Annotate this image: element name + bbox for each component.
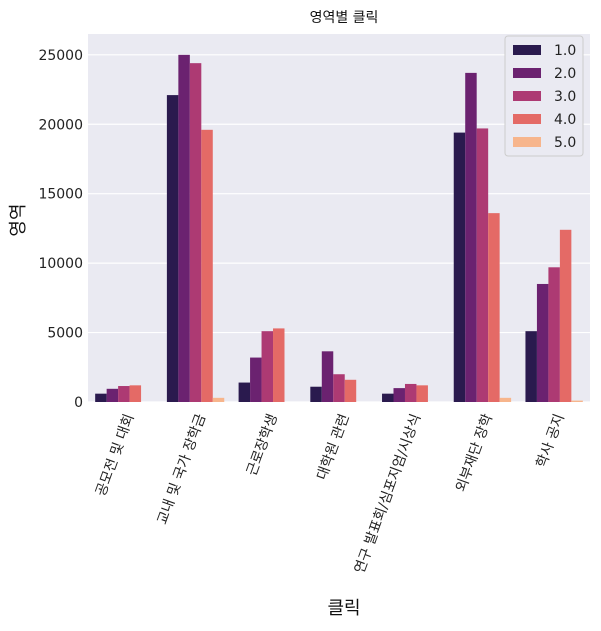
x-tick-label-3: 근로장학생 — [244, 412, 281, 478]
bar-4-2 — [201, 129, 213, 403]
bar-1-2 — [166, 95, 179, 403]
x-tick-label-4: 대학원 관련 — [314, 412, 353, 482]
bars — [95, 54, 583, 403]
bar-2-7 — [536, 283, 549, 402]
y-tick-label-2: 10000 — [38, 256, 83, 272]
legend-label-4: 4.0 — [554, 112, 576, 128]
legend-swatch-4 — [513, 114, 541, 124]
bar-1-4 — [310, 386, 322, 402]
bar-1-3 — [238, 382, 251, 402]
bar-5-2 — [212, 397, 225, 402]
x-tick-labels: 공모전 및 대회 교내 및 국가 장학금 근로장학생 대학원 관련 연구 발표회/심포지… — [93, 412, 568, 576]
bar-2-1 — [106, 388, 119, 402]
y-tick-label-1: 5000 — [47, 326, 83, 342]
y-tick-label-5: 25000 — [38, 48, 83, 64]
legend-label-1: 1.0 — [554, 43, 576, 59]
y-tick-label-0: 0 — [74, 395, 83, 411]
x-tick-label-5: 연구 발표회/심포지엄/시상식 — [352, 412, 425, 576]
y-tick-labels: 0 5000 10000 15000 20000 25000 — [38, 48, 83, 411]
bar-2-3 — [250, 357, 262, 402]
bar-1-7 — [525, 331, 537, 402]
y-tick-label-4: 20000 — [38, 117, 83, 133]
legend-swatch-5 — [513, 137, 541, 147]
y-axis-title: 영역 — [8, 203, 29, 236]
bar-1-5 — [382, 393, 394, 402]
bar-1-6 — [453, 132, 466, 402]
legend-label-5: 5.0 — [554, 135, 576, 151]
legend-swatch-3 — [513, 91, 541, 101]
bar-5-7 — [571, 400, 583, 402]
x-tick-label-1: 공모전 및 대회 — [93, 412, 138, 498]
legend-label-2: 2.0 — [554, 66, 576, 82]
bar-1-1 — [95, 393, 107, 402]
bar-4-5 — [416, 385, 428, 402]
y-tick-label-3: 15000 — [38, 187, 83, 203]
legend-label-3: 3.0 — [554, 89, 576, 105]
bar-2-5 — [393, 388, 405, 402]
bar-3-7 — [548, 267, 560, 402]
legend-swatch-1 — [513, 45, 541, 55]
x-axis-title: 클릭 — [327, 598, 360, 619]
legend: 1.0 2.0 3.0 4.0 5.0 — [504, 35, 584, 157]
bar-2-4 — [321, 351, 334, 402]
bar-4-4 — [344, 379, 357, 402]
legend-box — [504, 35, 584, 157]
legend-swatch-2 — [513, 68, 541, 78]
bar-3-4 — [333, 374, 345, 402]
bar-3-6 — [476, 128, 489, 403]
bar-4-7 — [559, 229, 572, 402]
bar-4-3 — [273, 328, 285, 402]
bar-3-2 — [189, 63, 202, 403]
bar-5-6 — [499, 397, 512, 402]
chart-title: 영역별 클릭 — [310, 10, 379, 26]
x-tick-label-6: 외부재단 장학 — [453, 412, 496, 494]
x-tick-label-2: 교내 및 국가 장학금 — [154, 412, 209, 527]
x-tick-label-7: 학사 공지 — [534, 412, 568, 470]
bar-3-1 — [118, 386, 130, 402]
bar-4-1 — [129, 385, 142, 402]
bar-2-6 — [465, 72, 477, 402]
bar-3-5 — [404, 383, 417, 402]
bar-3-3 — [261, 331, 274, 402]
bar-2-2 — [178, 54, 190, 402]
bar-4-6 — [488, 213, 500, 402]
